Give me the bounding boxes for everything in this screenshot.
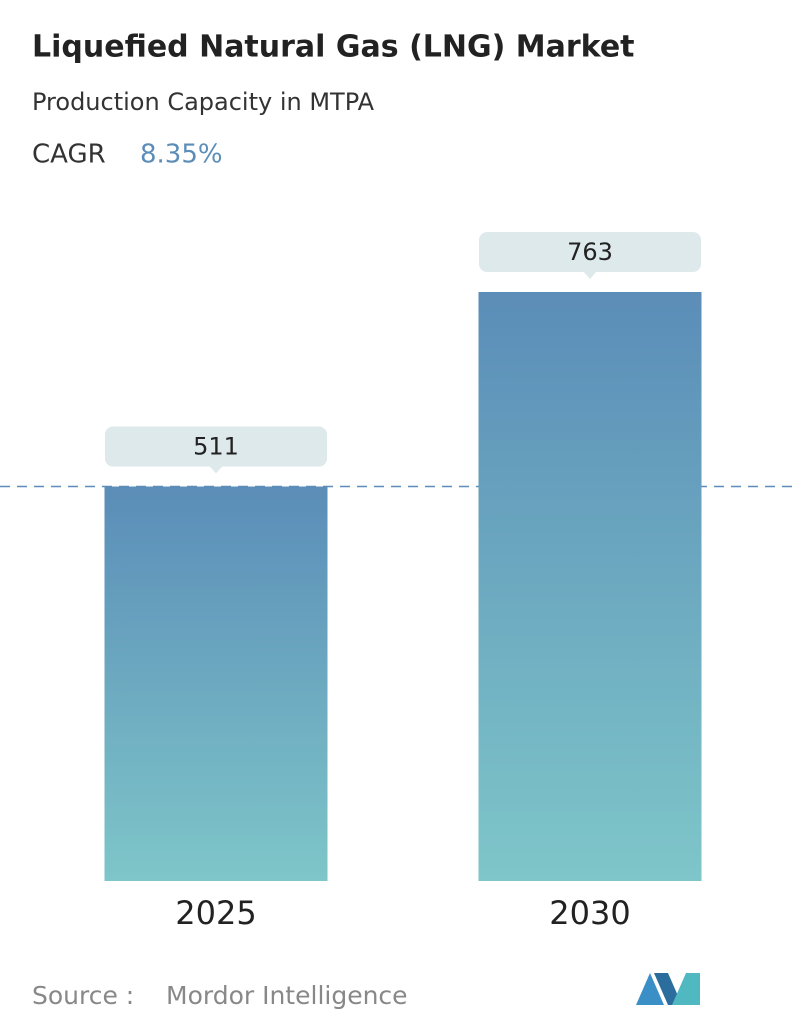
value-label: 511 <box>193 433 239 461</box>
cagr-value: 8.35% <box>140 140 223 170</box>
value-bubble <box>105 426 327 467</box>
source-label: Source : <box>32 981 134 1010</box>
bar <box>104 486 328 881</box>
chart-subtitle: Production Capacity in MTPA <box>32 88 375 116</box>
value-bubble <box>479 232 701 272</box>
bubble-pointer <box>583 271 597 279</box>
x-tick-label: 2030 <box>549 894 630 932</box>
bar <box>478 292 702 881</box>
cagr-label: CAGR <box>32 140 106 170</box>
bubble-pointer <box>209 465 223 474</box>
x-tick-label: 2025 <box>175 894 256 932</box>
chart-title: Liquefied Natural Gas (LNG) Market <box>32 30 635 65</box>
logo <box>636 973 700 1005</box>
value-label: 763 <box>567 238 613 266</box>
source-name: Mordor Intelligence <box>166 981 408 1010</box>
